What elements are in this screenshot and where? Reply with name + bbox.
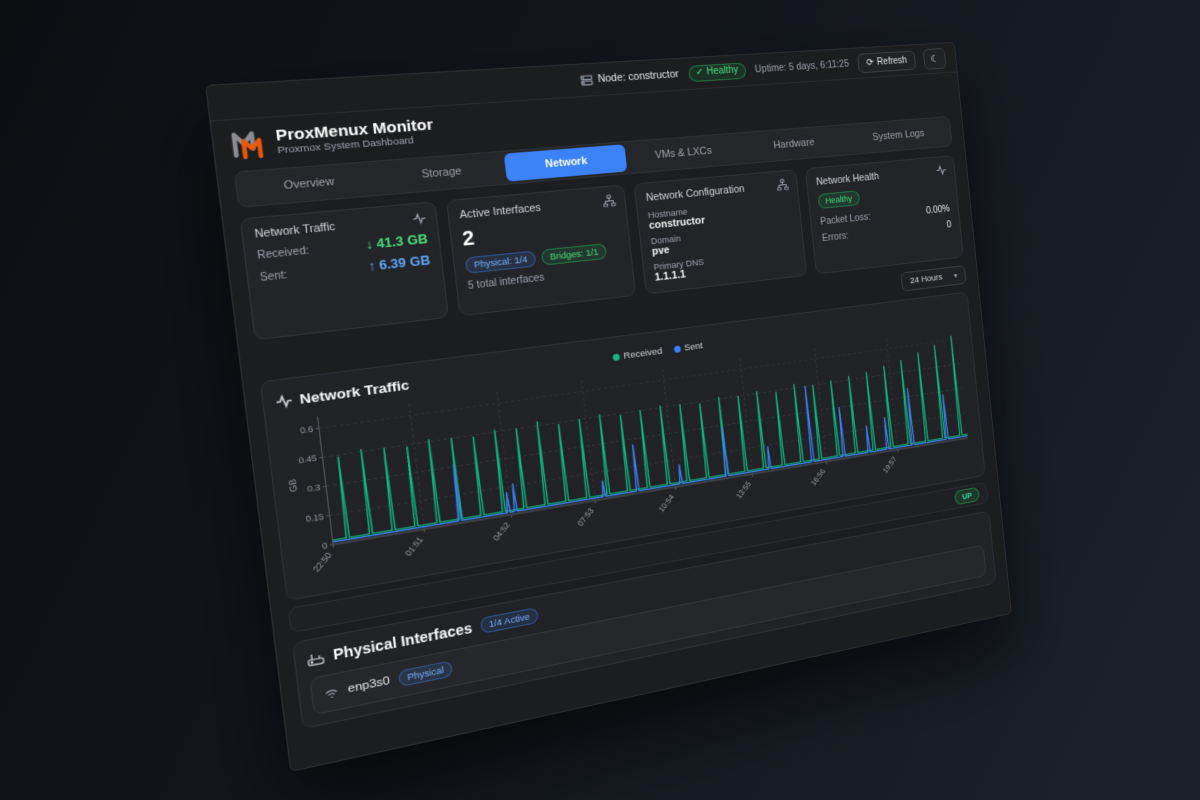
svg-text:07:53: 07:53 bbox=[576, 507, 596, 528]
svg-text:10:54: 10:54 bbox=[657, 493, 676, 514]
tab-vms-lxcs[interactable]: VMs & LXCs bbox=[624, 135, 741, 171]
chevron-down-icon: ▾ bbox=[954, 271, 958, 279]
legend-item-sent: Sent bbox=[673, 340, 703, 354]
activity-icon bbox=[274, 392, 293, 410]
sent-dot-icon bbox=[673, 345, 680, 353]
network-tree-icon bbox=[776, 178, 789, 191]
active-count-badge: 1/4 Active bbox=[480, 607, 539, 634]
received-value: ↓ 41.3 GB bbox=[365, 232, 429, 252]
network-icon bbox=[602, 194, 616, 208]
tab-overview[interactable]: Overview bbox=[238, 164, 378, 205]
router-icon bbox=[306, 649, 325, 668]
packet-loss-label: Packet Loss: bbox=[820, 212, 871, 227]
wifi-signal-icon bbox=[323, 685, 339, 701]
proxmenux-logo bbox=[229, 127, 268, 161]
tab-network[interactable]: Network bbox=[503, 144, 627, 182]
tab-system-logs[interactable]: System Logs bbox=[846, 119, 950, 153]
interface-type-badge: Physical bbox=[398, 660, 454, 687]
tab-storage[interactable]: Storage bbox=[375, 154, 507, 193]
dashboard-panel: Node: constructor ✓ Healthy Uptime: 5 da… bbox=[205, 42, 1012, 772]
sent-value: ↑ 6.39 GB bbox=[367, 253, 431, 274]
health-status-badge: Healthy bbox=[817, 190, 859, 209]
svg-text:0.15: 0.15 bbox=[305, 512, 324, 524]
received-dot-icon bbox=[612, 353, 620, 361]
node-label: Node: constructor bbox=[597, 68, 679, 85]
received-label: Received: bbox=[257, 245, 310, 262]
tab-hardware[interactable]: Hardware bbox=[738, 127, 848, 162]
theme-toggle-button[interactable]: ☾ bbox=[923, 47, 947, 69]
errors-label: Errors: bbox=[822, 231, 849, 244]
physical-count-badge: Physical: 1/4 bbox=[465, 250, 537, 273]
check-circle-icon: ✓ bbox=[695, 68, 704, 78]
svg-text:04:52: 04:52 bbox=[491, 521, 512, 543]
health-badge: ✓ Healthy bbox=[687, 62, 746, 82]
node-info: Node: constructor bbox=[579, 68, 679, 87]
svg-text:19:57: 19:57 bbox=[881, 455, 898, 475]
uptime-text: Uptime: 5 days, 6:11:25 bbox=[754, 59, 849, 75]
time-range-select[interactable]: 24 Hours ▾ bbox=[901, 265, 967, 292]
bridge-up-badge: UP bbox=[954, 487, 980, 505]
activity-icon bbox=[935, 164, 947, 177]
svg-text:0.45: 0.45 bbox=[298, 454, 317, 466]
svg-text:16:56: 16:56 bbox=[809, 467, 827, 487]
refresh-icon: ⟳ bbox=[866, 57, 874, 67]
sent-label: Sent: bbox=[259, 269, 288, 283]
network-configuration-card: Network Configuration Hostname construct… bbox=[634, 169, 807, 294]
packet-loss-value: 0.00% bbox=[926, 204, 951, 216]
svg-text:0.6: 0.6 bbox=[300, 425, 314, 436]
svg-text:0.3: 0.3 bbox=[307, 483, 321, 495]
activity-icon bbox=[411, 211, 427, 226]
server-icon bbox=[579, 73, 593, 87]
errors-value: 0 bbox=[946, 220, 952, 230]
bridges-count-badge: Bridges: 1/1 bbox=[541, 243, 607, 265]
svg-text:13:55: 13:55 bbox=[735, 480, 754, 500]
legend-item-received: Received bbox=[612, 345, 663, 362]
svg-text:01:51: 01:51 bbox=[404, 536, 426, 558]
interface-name: enp3s0 bbox=[347, 675, 390, 696]
svg-text:0: 0 bbox=[322, 541, 328, 551]
svg-text:22:50: 22:50 bbox=[311, 551, 334, 574]
network-traffic-card: Network Traffic Received: ↓ 41.3 GB Sent… bbox=[240, 201, 449, 340]
network-health-card: Network Health Healthy Packet Loss: 0.00… bbox=[805, 155, 964, 274]
active-interfaces-card: Active Interfaces 2 Physical: 1/4 Bridge… bbox=[446, 184, 636, 316]
moon-icon: ☾ bbox=[930, 52, 939, 64]
refresh-button[interactable]: ⟳ Refresh bbox=[857, 50, 917, 73]
svg-text:GB: GB bbox=[288, 478, 300, 493]
